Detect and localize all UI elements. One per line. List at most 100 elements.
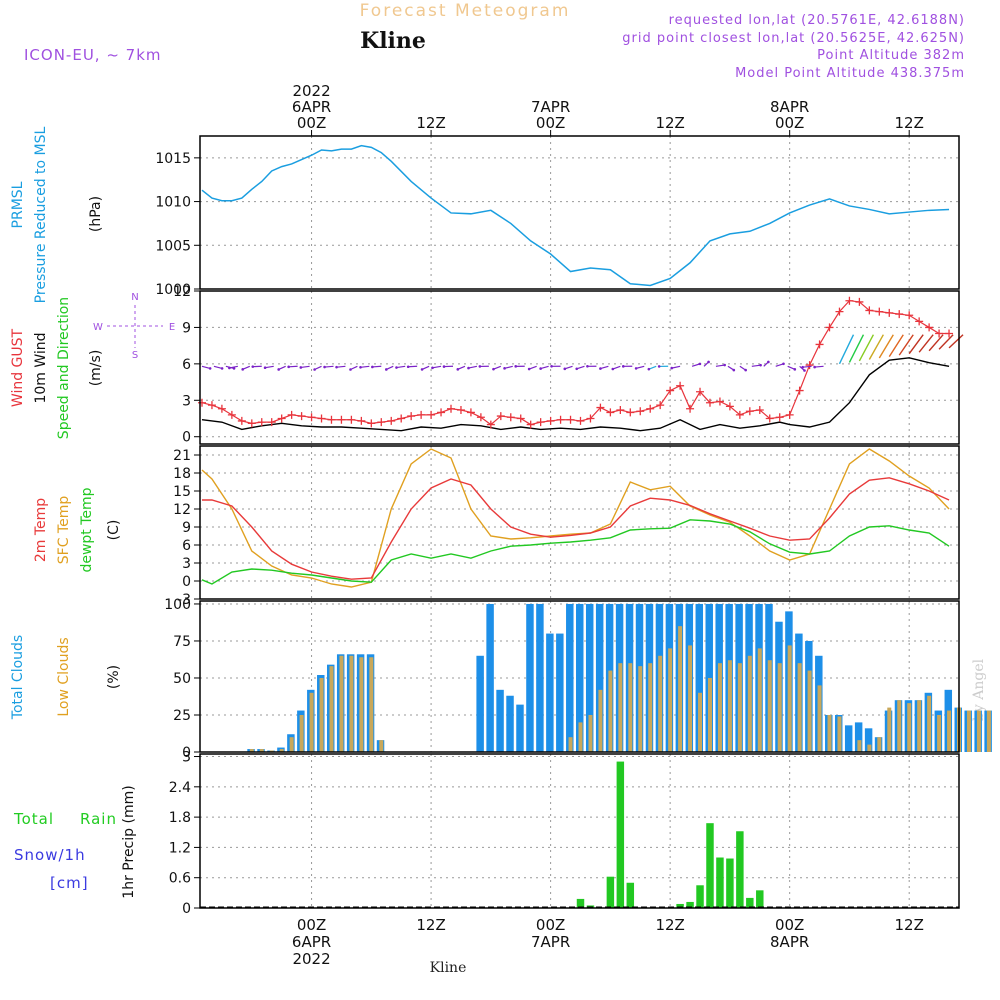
precip-bar — [676, 903, 684, 908]
low-cloud-bar — [369, 657, 374, 752]
total-cloud-bar — [576, 603, 584, 752]
low-cloud-bar — [917, 700, 922, 752]
low-cloud-bar — [877, 737, 882, 752]
low-cloud-bar — [727, 660, 732, 752]
y-tick-label: 3 — [182, 393, 191, 409]
time-label-bottom: 00Z — [536, 916, 565, 934]
low-cloud-bar — [289, 737, 294, 752]
wind-arrow — [336, 365, 346, 368]
time-label-top: 00Z — [297, 114, 326, 132]
total-cloud-bar — [585, 603, 594, 752]
precip-bar — [686, 901, 694, 908]
gust-point — [636, 407, 645, 416]
gust-point — [377, 418, 386, 427]
gust-point — [725, 402, 734, 411]
low-cloud-bar — [907, 703, 912, 752]
low-cloud-bar — [777, 663, 782, 752]
wind-unit: (m/s) — [88, 350, 104, 387]
low-cloud-bar — [947, 710, 952, 752]
t2m-label: 2m Temp — [33, 498, 49, 562]
wind-strong-arrow — [938, 334, 954, 350]
time-label-bottom: 12Z — [655, 916, 684, 934]
wind-arrow — [528, 365, 537, 370]
total-cloud-bar — [566, 603, 574, 752]
time-label-top: 12Z — [655, 114, 684, 132]
y-tick-label: 1.8 — [169, 810, 191, 826]
y-tick-label: 0 — [182, 745, 191, 761]
wind-arrow-head — [251, 365, 255, 368]
panel-frame — [199, 600, 960, 753]
wind-arrow-head — [313, 368, 316, 371]
t2m-line — [201, 477, 950, 580]
low-cloud-bar — [807, 670, 812, 752]
total-cloud-bar — [476, 655, 484, 752]
y-tick-label: 0 — [182, 901, 191, 917]
gust-point — [855, 297, 864, 306]
compass-n: N — [131, 292, 138, 303]
gust-point — [895, 310, 904, 319]
frame-layer — [199, 135, 960, 909]
low-cloud-bar — [857, 740, 862, 752]
total-cloud-bar — [556, 633, 564, 752]
gust-point — [646, 404, 655, 413]
wind-arrow — [775, 363, 784, 367]
total-cloud-bar — [695, 603, 704, 752]
gust-point — [606, 408, 615, 417]
precip-bar — [746, 897, 754, 908]
panel-frame — [199, 290, 960, 445]
total-cloud-bar — [526, 603, 534, 752]
wind-strong-arrow — [888, 334, 904, 357]
y-tick-label: 75 — [173, 634, 191, 650]
wind-arrow-head — [634, 367, 638, 370]
model-altitude: Model Point Altitude 438.375m — [735, 66, 965, 81]
wind-arrow-head — [744, 368, 747, 372]
time-label-top: 6APR — [292, 98, 331, 116]
time-label-top: 2022 — [292, 82, 330, 100]
total-cloud-label: Total Clouds — [10, 635, 26, 720]
gust-point — [486, 420, 495, 429]
wind-arrow-head — [723, 363, 726, 367]
wind-arrow — [493, 365, 502, 370]
low-cloud-bar — [737, 663, 742, 752]
cloud-labels: Total Clouds Low Clouds (%) — [10, 635, 122, 720]
low-cloud-bar — [638, 666, 643, 752]
total-cloud-bar — [864, 728, 873, 752]
gust-point — [516, 414, 525, 423]
gust-point — [556, 415, 565, 424]
y-tick-label: 15 — [173, 484, 191, 500]
low-cloud-bar — [339, 655, 344, 752]
gust-point — [765, 414, 774, 423]
low-cloud-bar — [747, 655, 752, 752]
low-cloud-bar — [698, 692, 703, 752]
low-cloud-bar — [986, 710, 991, 752]
wind-arrow-head — [406, 365, 410, 369]
wind-arrow — [715, 364, 725, 367]
snow-cm-label: [cm] — [50, 874, 89, 892]
gust-point — [905, 311, 914, 320]
time-label-bottom: 8APR — [770, 933, 809, 951]
dewpt-label: dewpt Temp — [79, 487, 95, 572]
gust-point — [845, 296, 854, 305]
low-cloud-bar — [817, 685, 822, 752]
low-cloud-bar — [707, 677, 712, 752]
precip-bar — [706, 823, 714, 908]
gust-point — [347, 415, 356, 424]
low-cloud-bar — [259, 749, 264, 752]
gridpoint-coords: grid point closest lon,lat (20.5625E, 42… — [622, 31, 965, 46]
watermark: by Angel — [971, 658, 987, 721]
gust-point — [207, 401, 216, 410]
y-tick-label: 0.6 — [169, 871, 191, 887]
y-tick-label: 6 — [182, 357, 191, 373]
compass-e: E — [169, 322, 175, 333]
wind-arrow-head — [503, 367, 506, 370]
compass-icon: N S W E — [93, 292, 175, 361]
gust-point — [805, 361, 814, 370]
gust-point — [566, 415, 575, 424]
compass-s: S — [132, 350, 138, 361]
y-tick-label: 3 — [182, 556, 191, 572]
compass-w: W — [93, 322, 103, 333]
gust-point — [745, 407, 754, 416]
wind-arrow — [540, 365, 549, 370]
low-cloud-bar — [628, 663, 633, 752]
pressure-line — [201, 144, 950, 287]
